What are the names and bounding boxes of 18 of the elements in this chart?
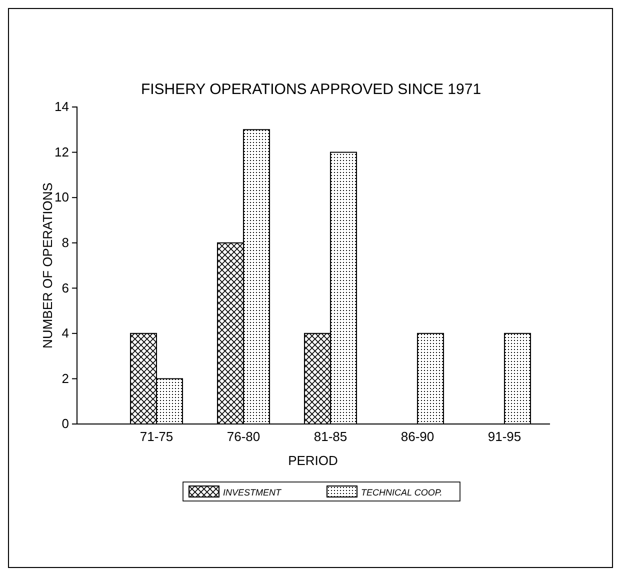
legend-label: INVESTMENT [223,488,283,498]
y-tick-label: 0 [62,416,69,432]
legend-label: TECHNICAL COOP. [361,488,442,498]
x-tick-label: 91-95 [488,429,522,444]
x-axis-title: PERIOD [288,453,338,468]
y-tick-label: 12 [54,144,69,160]
chart-title: FISHERY OPERATIONS APPROVED SINCE 1971 [140,81,482,98]
y-tick-label: 2 [62,370,69,386]
x-tick-label: 86-90 [400,429,434,444]
x-tick-label: 81-85 [314,429,348,444]
y-axis-title: NUMBER OF OPERATIONS [40,182,55,348]
y-tick-label: 14 [54,99,69,114]
x-tick-label: 71-75 [140,429,174,444]
x-tick-label: 76-80 [226,429,260,444]
y-tick-label: 4 [62,326,69,341]
y-tick-label: 6 [62,280,69,296]
y-tick-label: 8 [62,235,69,250]
y-tick-label: 10 [54,190,69,205]
